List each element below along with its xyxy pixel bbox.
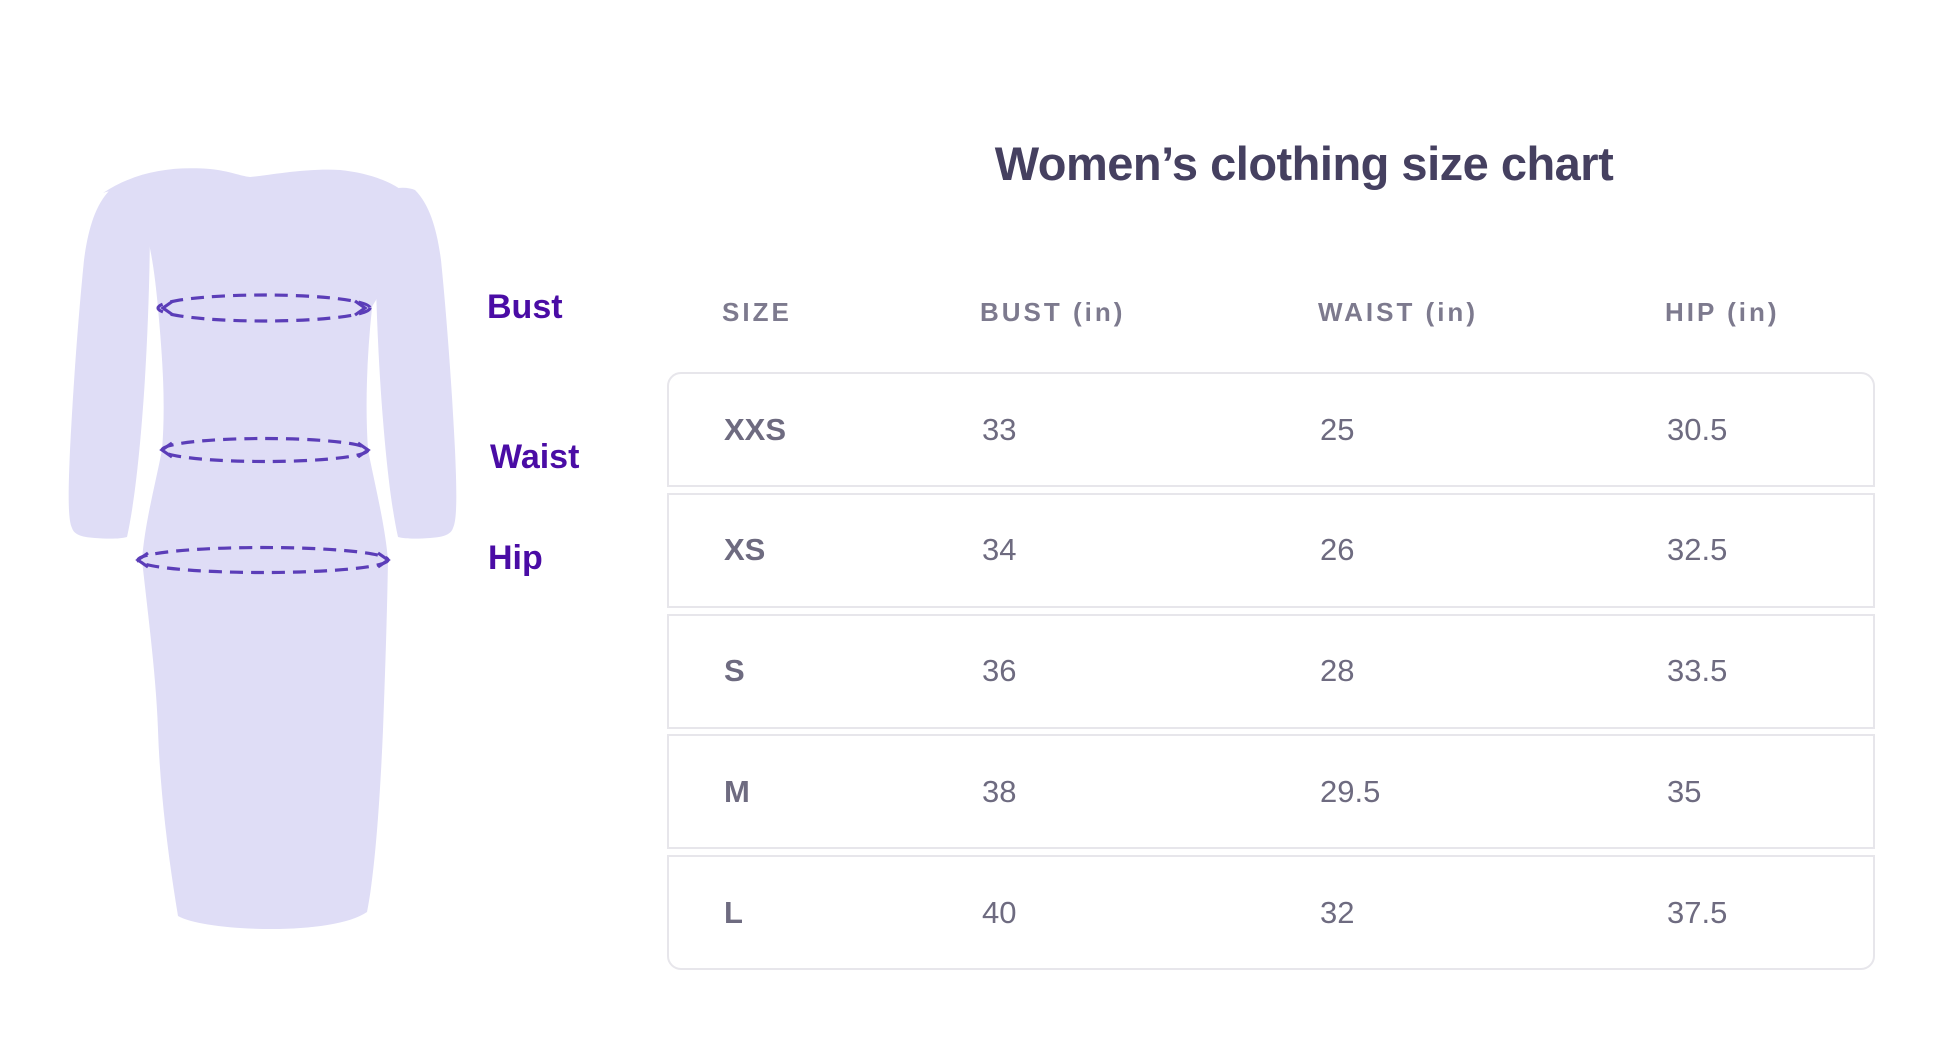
cell-bust: 38 bbox=[982, 773, 1017, 809]
waist-label: Waist bbox=[490, 438, 580, 476]
bust-right-arrow-icon bbox=[354, 299, 368, 317]
table-header: SIZE BUST (in) WAIST (in) HIP (in) bbox=[667, 292, 1875, 332]
waist-left-arrow-icon bbox=[159, 441, 173, 459]
cell-waist: 29.5 bbox=[1320, 773, 1381, 809]
column-header-hip: HIP (in) bbox=[1665, 296, 1780, 327]
cell-waist: 25 bbox=[1320, 411, 1355, 447]
cell-bust: 40 bbox=[982, 894, 1017, 930]
dress-body-shape bbox=[103, 168, 413, 929]
size-table: XXS 33 25 30.5 XS 34 26 32.5 S 36 28 33.… bbox=[667, 372, 1875, 970]
cell-size: XS bbox=[724, 532, 766, 568]
dress-right-sleeve-shape bbox=[375, 187, 457, 539]
cell-bust: 36 bbox=[982, 653, 1017, 688]
cell-size: S bbox=[724, 653, 745, 688]
table-row: XS 34 26 32.5 bbox=[667, 492, 1875, 608]
cell-size: M bbox=[724, 773, 750, 809]
column-header-bust: BUST (in) bbox=[980, 296, 1126, 327]
cell-waist: 32 bbox=[1320, 894, 1355, 930]
cell-hip: 30.5 bbox=[1667, 411, 1728, 447]
waist-right-arrow-icon bbox=[357, 441, 371, 459]
dress-illustration bbox=[68, 168, 457, 929]
table-row: L 40 32 37.5 bbox=[667, 855, 1875, 970]
cell-size: XXS bbox=[724, 411, 787, 447]
bust-label: Bust bbox=[487, 288, 563, 326]
hip-left-arrow-icon bbox=[135, 551, 149, 569]
hip-right-arrow-icon bbox=[377, 551, 391, 569]
cell-waist: 28 bbox=[1320, 653, 1355, 688]
dress-left-sleeve-shape bbox=[68, 187, 150, 539]
column-header-waist: WAIST (in) bbox=[1318, 296, 1478, 327]
cell-bust: 33 bbox=[982, 411, 1017, 447]
bust-measure-ellipse bbox=[156, 293, 372, 323]
hip-label: Hip bbox=[488, 539, 543, 577]
cell-waist: 26 bbox=[1320, 532, 1355, 568]
table-row: S 36 28 33.5 bbox=[667, 613, 1875, 729]
cell-hip: 35 bbox=[1667, 773, 1702, 809]
page-title: Women’s clothing size chart bbox=[994, 137, 1614, 190]
cell-hip: 33.5 bbox=[1667, 653, 1728, 688]
cell-hip: 32.5 bbox=[1667, 532, 1728, 568]
column-header-size: SIZE bbox=[722, 296, 792, 327]
cell-size: L bbox=[724, 894, 743, 930]
table-row: M 38 29.5 35 bbox=[667, 734, 1875, 850]
cell-bust: 34 bbox=[982, 532, 1017, 568]
cell-hip: 37.5 bbox=[1667, 894, 1728, 930]
bust-left-arrow-icon bbox=[160, 299, 174, 317]
table-row: XXS 33 25 30.5 bbox=[667, 372, 1875, 487]
